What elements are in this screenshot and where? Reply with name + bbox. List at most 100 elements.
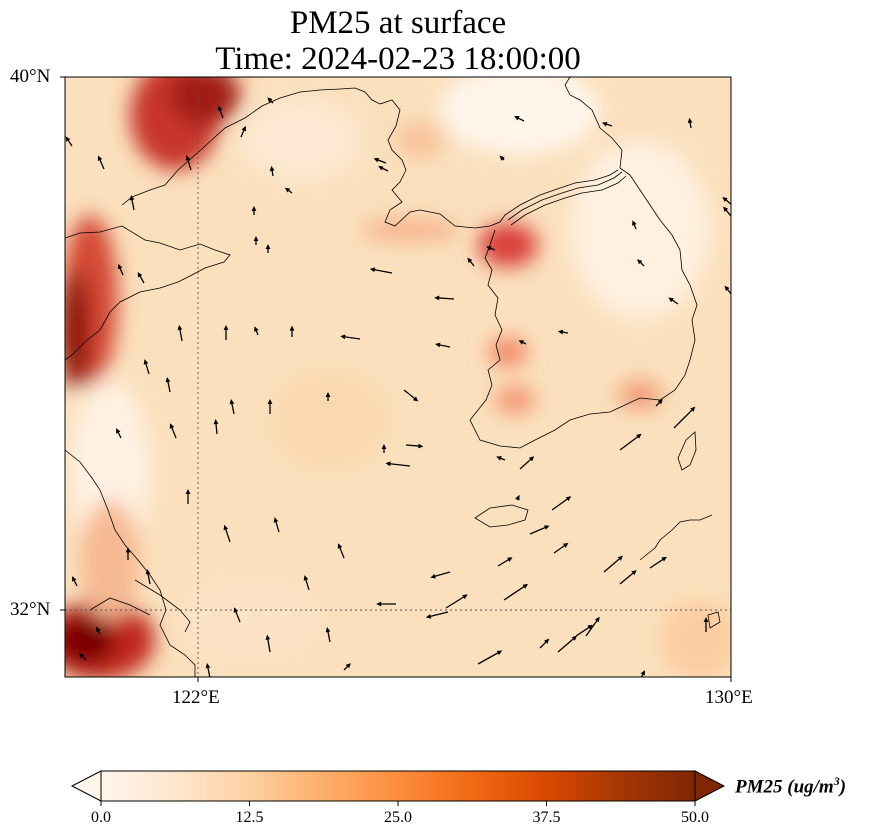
wind-arrow-head: [640, 670, 645, 676]
wind-arrow-head: [724, 285, 730, 292]
wind-arrow-head: [486, 246, 492, 251]
wind-arrow-shaft: [725, 287, 731, 295]
colorbar-label-end: ): [839, 776, 847, 798]
wind-arrow-head: [544, 525, 550, 530]
wind-arrow-head: [631, 570, 637, 576]
wind-arrow-shaft: [519, 457, 533, 470]
wind-arrow-head: [340, 334, 346, 340]
wind-arrow-head: [129, 195, 135, 201]
wind-arrow-head: [65, 136, 71, 142]
wind-arrow-head: [217, 105, 223, 112]
gridlines: [65, 77, 731, 677]
wind-arrow-shaft: [338, 545, 345, 559]
wind-arrow-head: [223, 325, 229, 330]
wind-arrow-head: [557, 329, 564, 335]
wind-arrow-head: [267, 399, 273, 404]
wind-arrow-shaft: [215, 421, 218, 435]
lon-tick-122e: 122°E: [172, 687, 220, 708]
wind-arrow-head: [185, 489, 191, 494]
wind-arrow-shaft: [230, 401, 235, 415]
wind-arrow-head: [369, 267, 376, 273]
wind-arrow-shaft: [551, 497, 570, 511]
map-frame: [64, 76, 732, 678]
colorbar-min-extend: [70, 770, 102, 802]
wind-arrow-head: [143, 359, 149, 365]
wind-arrow-shaft: [130, 197, 135, 211]
wind-arrow-head: [462, 594, 468, 600]
wind-arrow-head: [430, 573, 436, 579]
wind-arrow-head: [289, 325, 295, 331]
wind-arrow-head: [434, 295, 440, 301]
wind-arrow-shaft: [274, 519, 280, 533]
wind-arrow-head: [251, 206, 257, 211]
wind-arrow-shaft: [144, 361, 150, 375]
wind-arrow-shaft: [372, 268, 393, 274]
wind-arrow-shaft: [405, 444, 421, 447]
wind-arrow-shaft: [170, 425, 177, 439]
wind-arrow-head: [518, 340, 525, 345]
wind-arrow-head: [657, 399, 663, 405]
wind-arrow-shaft: [553, 544, 567, 554]
lat-tick-32n: 32°N: [10, 599, 51, 620]
wind-arrow-head: [544, 638, 550, 644]
wind-arrow-shaft: [304, 577, 310, 591]
wind-arrow-head: [594, 616, 600, 623]
wind-arrow-shaft: [343, 335, 361, 340]
wind-arrow-shaft: [186, 157, 192, 171]
wind-arrow-head: [496, 650, 503, 656]
wind-arrow-head: [265, 244, 271, 249]
wind-arrow-head: [125, 547, 131, 553]
map-title: PM25 at surface: [289, 5, 507, 41]
colorbar-label: PM25 (ug/m3): [735, 774, 846, 798]
wind-arrow-head: [165, 377, 171, 383]
wind-arrow-head: [636, 433, 642, 439]
wind-arrow-shaft: [649, 557, 665, 569]
wind-arrow-head: [668, 297, 674, 303]
lat-tick-40n: 40°N: [10, 66, 51, 87]
wind-arrow-head: [233, 607, 239, 613]
wind-arrow-head: [587, 624, 593, 630]
wind-arrow-shaft: [640, 672, 645, 677]
wind-arrow-head: [97, 155, 103, 162]
wind-arrow-shaft: [529, 526, 548, 535]
wind-arrow-head: [687, 117, 693, 124]
wind-arrow-shaft: [224, 527, 231, 543]
wind-arrow-head: [565, 496, 572, 502]
wind-arrow-head: [265, 634, 271, 640]
wind-arrow-head: [273, 517, 279, 523]
wind-arrow-shaft: [166, 379, 171, 393]
wind-arrow-head: [325, 392, 331, 397]
wind-arrow-head: [325, 627, 331, 633]
wind-arrow-shaft: [433, 571, 451, 578]
wind-arrow-head: [632, 220, 637, 226]
wind-arrow-head: [213, 419, 219, 425]
wind-arrow-shaft: [428, 611, 449, 618]
wind-arrow-head: [117, 263, 123, 270]
wind-arrow-head: [522, 583, 529, 589]
lon-tick-130e: 130°E: [705, 687, 753, 708]
wind-arrow-head: [241, 125, 247, 132]
wind-arrow-head: [253, 236, 259, 241]
wind-arrow-head: [205, 663, 211, 669]
wind-arrow-shaft: [178, 327, 183, 342]
wind-arrow-shaft: [585, 618, 599, 637]
wind-arrow-head: [223, 524, 229, 531]
wind-arrow-head: [703, 617, 709, 622]
wind-arrow-shaft: [437, 297, 455, 300]
wind-arrow-shaft: [146, 571, 151, 585]
wind-arrow-head: [177, 324, 183, 331]
wind-arrow-shaft: [266, 637, 271, 653]
wind-arrow-shaft: [445, 595, 466, 609]
wind-arrow-head: [499, 155, 505, 161]
wind-arrow-shaft: [575, 625, 591, 637]
wind-arrow-head: [169, 423, 175, 429]
wind-arrow-head: [514, 116, 520, 121]
wind-arrow-head: [284, 187, 291, 193]
wind-arrow-head: [254, 326, 259, 332]
wind-arrow-head: [185, 155, 191, 161]
axis-ticks: [60, 76, 732, 682]
wind-arrow-head: [373, 157, 380, 163]
wind-arrow-head: [690, 406, 696, 412]
wind-arrow-head: [267, 97, 273, 103]
